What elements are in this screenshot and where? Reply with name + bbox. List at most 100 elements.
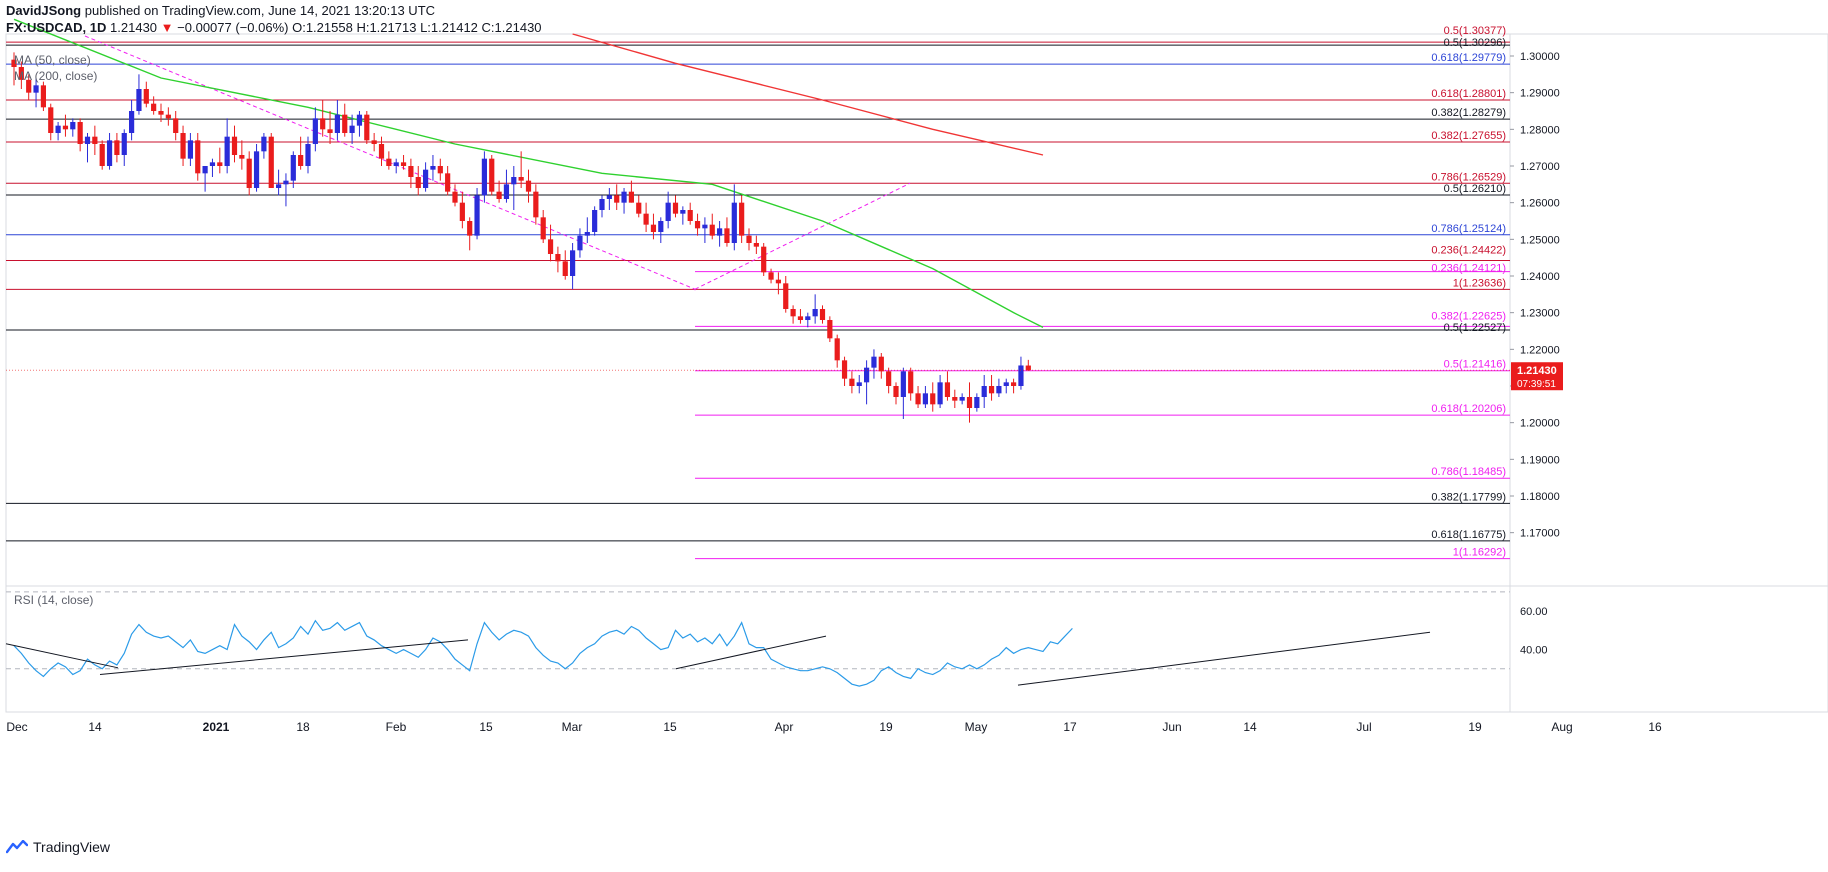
candle-body bbox=[342, 114, 348, 133]
price-tick-label: 1.29000 bbox=[1520, 88, 1560, 100]
ohlc-o-value: 1.21558 bbox=[305, 20, 353, 35]
candle-body bbox=[356, 114, 363, 126]
candle-body bbox=[981, 386, 987, 397]
candle-body bbox=[312, 118, 318, 144]
candle-body bbox=[952, 397, 958, 401]
candle-body bbox=[643, 213, 649, 225]
last-price-badge bbox=[1511, 362, 1563, 391]
candle-body bbox=[702, 224, 708, 229]
candle-body bbox=[672, 202, 679, 214]
level-label: 0.382(1.28279) bbox=[1431, 107, 1506, 119]
candle-body bbox=[665, 202, 671, 221]
candle-body bbox=[276, 184, 282, 188]
candle-body bbox=[775, 279, 781, 284]
price-tick-label: 1.27000 bbox=[1520, 161, 1560, 173]
price-tick-label: 1.24000 bbox=[1520, 271, 1560, 283]
candle-body bbox=[525, 180, 532, 192]
time-tick-label: Feb bbox=[386, 720, 407, 734]
candle-body bbox=[819, 309, 826, 320]
candle-body bbox=[48, 107, 54, 133]
candle-body bbox=[452, 191, 458, 203]
candle-body bbox=[283, 180, 289, 185]
price-tick-label: 1.26000 bbox=[1520, 198, 1560, 210]
time-tick-label: Jul bbox=[1356, 720, 1371, 734]
candle-body bbox=[415, 177, 421, 188]
candle-body bbox=[540, 217, 546, 240]
candle-body bbox=[893, 386, 899, 397]
level-label: 1(1.16292) bbox=[1453, 547, 1506, 559]
candle-body bbox=[922, 393, 928, 405]
candle-body bbox=[739, 202, 745, 236]
price-tick-label: 1.23000 bbox=[1520, 308, 1560, 320]
candle-body bbox=[621, 191, 627, 203]
ohlc-c-value: 1.21430 bbox=[494, 20, 542, 35]
candle-body bbox=[165, 114, 171, 119]
candle-body bbox=[371, 140, 377, 144]
candle-body bbox=[364, 114, 370, 141]
candle-body bbox=[217, 162, 223, 166]
last-price-label: 1.21430 bbox=[1517, 365, 1557, 377]
candle-body bbox=[555, 254, 561, 262]
candle-body bbox=[753, 243, 759, 247]
time-tick-label: 16 bbox=[1648, 720, 1662, 734]
time-tick-label: 14 bbox=[1243, 720, 1257, 734]
ohlc-l-value: 1.21412 bbox=[430, 20, 478, 35]
candle-body bbox=[445, 173, 451, 192]
candle-body bbox=[915, 393, 921, 405]
candle-body bbox=[327, 129, 333, 133]
price-change: −0.00077 (−0.06%) bbox=[177, 20, 289, 35]
candle-body bbox=[334, 114, 340, 133]
ma50-legend: MA (50, close) bbox=[14, 53, 91, 67]
time-tick-label: 17 bbox=[1063, 720, 1077, 734]
candle-body bbox=[290, 155, 296, 181]
bar-countdown: 07:39:51 bbox=[1517, 379, 1556, 390]
candle-body bbox=[937, 382, 943, 405]
candle-body bbox=[33, 85, 39, 93]
candle-body bbox=[944, 382, 951, 397]
candle-body bbox=[114, 140, 120, 155]
price-tick-label: 1.18000 bbox=[1520, 491, 1560, 503]
candle-body bbox=[886, 371, 892, 386]
candle-body bbox=[92, 136, 98, 144]
candle-body bbox=[599, 199, 605, 210]
candle-body bbox=[136, 89, 142, 111]
publish-line: DavidJSong published on TradingView.com,… bbox=[6, 3, 435, 18]
candle-body bbox=[489, 158, 495, 192]
rsi-trendline bbox=[1017, 631, 1431, 686]
ma200-legend: MA (200, close) bbox=[14, 69, 97, 83]
candle-body bbox=[592, 210, 598, 232]
candle-body bbox=[562, 261, 568, 276]
rsi-tick-label: 60.00 bbox=[1520, 606, 1548, 618]
candle-body bbox=[518, 177, 524, 181]
candle-body bbox=[386, 158, 392, 166]
time-tick-label: 14 bbox=[88, 720, 102, 734]
candle-body bbox=[18, 67, 24, 80]
candle-body bbox=[40, 85, 46, 108]
candle-body bbox=[827, 320, 833, 339]
candle-body bbox=[930, 393, 936, 405]
candle-body bbox=[349, 125, 355, 133]
candle-body bbox=[129, 111, 135, 133]
candle-body bbox=[400, 162, 407, 166]
level-label: 1(1.23636) bbox=[1453, 277, 1506, 289]
candle-body bbox=[834, 338, 840, 361]
candle-body bbox=[70, 122, 76, 130]
author-name[interactable]: DavidJSong bbox=[6, 3, 82, 18]
price-tick-label: 1.19000 bbox=[1520, 454, 1560, 466]
ohlc-o-label: O: bbox=[292, 20, 306, 35]
level-label: 0.236(1.24121) bbox=[1431, 263, 1506, 275]
candle-body bbox=[650, 224, 657, 232]
level-label: 0.618(1.16775) bbox=[1431, 529, 1506, 541]
tradingview-logo[interactable]: TradingView bbox=[6, 839, 110, 855]
price-tick-label: 1.17000 bbox=[1520, 528, 1560, 540]
candle-body bbox=[305, 144, 311, 166]
candle-body bbox=[474, 195, 480, 236]
symbol-name[interactable]: FX:USDCAD, 1D bbox=[6, 20, 107, 35]
candle-body bbox=[320, 118, 326, 130]
time-tick-label: 15 bbox=[663, 720, 677, 734]
candle-body bbox=[503, 184, 510, 199]
candle-body bbox=[261, 136, 267, 152]
level-label: 0.618(1.28801) bbox=[1431, 88, 1506, 100]
